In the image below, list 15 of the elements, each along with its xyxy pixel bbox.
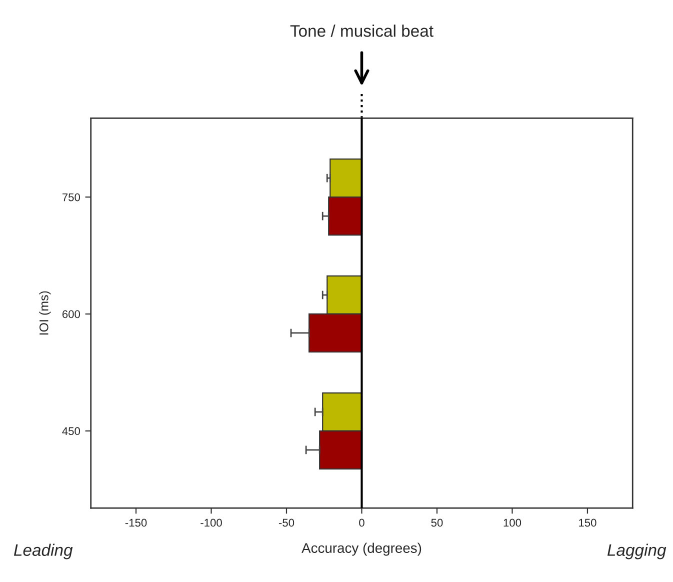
x-axis-title: Accuracy (degrees): [302, 542, 422, 556]
x-tick-label: 100: [504, 518, 522, 527]
y-tick-label: 750: [62, 193, 80, 202]
x-tick-label: 50: [431, 518, 443, 527]
x-tick-label: 150: [579, 518, 596, 527]
text: Lagging: [607, 544, 666, 560]
y-tick-label: 450: [62, 427, 80, 436]
text: Leading: [14, 544, 73, 560]
x-tick-label: -150: [125, 518, 147, 527]
chart-title: Tone / musical beat: [290, 24, 434, 37]
y-axis-title: IOI (ms): [39, 291, 51, 335]
y-tick-label: 600: [62, 310, 80, 318]
x-tick-label: -100: [200, 518, 222, 527]
x-tick-label: -50: [278, 518, 294, 527]
x-tick-label: 0: [359, 518, 364, 527]
